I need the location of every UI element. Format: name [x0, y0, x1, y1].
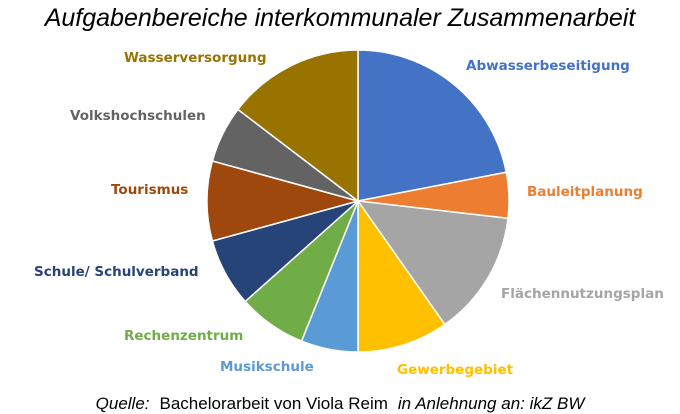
source-line: Quelle: Bachelorarbeit von Viola Reim in A…: [0, 394, 680, 414]
source-main: Bachelorarbeit von Viola Reim: [159, 394, 388, 413]
pie-slice-abwasserbeseitigung: [357, 49, 508, 202]
chart-title: Aufgabenbereiche interkommunaler Zusamme…: [44, 4, 636, 32]
slice-label: Tourismus: [111, 182, 188, 198]
pie-slice-gewerbegebiet: [357, 198, 446, 353]
slice-label: Gewerbegebiet: [397, 362, 514, 378]
slice-label: Wasserversorgung: [124, 50, 267, 66]
slice-label: Bauleitplanung: [527, 184, 643, 200]
slice-labels: Abwasserbeseitigung Bauleitplanung Flächen…: [34, 50, 664, 378]
source-suffix: in Anlehnung an: ikZ BW: [397, 394, 585, 413]
pie-slices: [206, 49, 510, 353]
slice-label: Abwasserbeseitigung: [466, 58, 630, 74]
source-prefix: Quelle:: [95, 394, 150, 413]
slice-label: Volkshochschulen: [70, 108, 206, 124]
slice-label: Musikschule: [220, 359, 314, 375]
pie-slice-flächennutzungsplan: [356, 200, 509, 326]
slice-label: Schule/ Schulverband: [34, 264, 199, 280]
pie-slice-wasserversorgung: [236, 49, 359, 203]
slice-label: Rechenzentrum: [124, 328, 243, 344]
slice-label: Flächennutzungsplan: [501, 286, 664, 302]
